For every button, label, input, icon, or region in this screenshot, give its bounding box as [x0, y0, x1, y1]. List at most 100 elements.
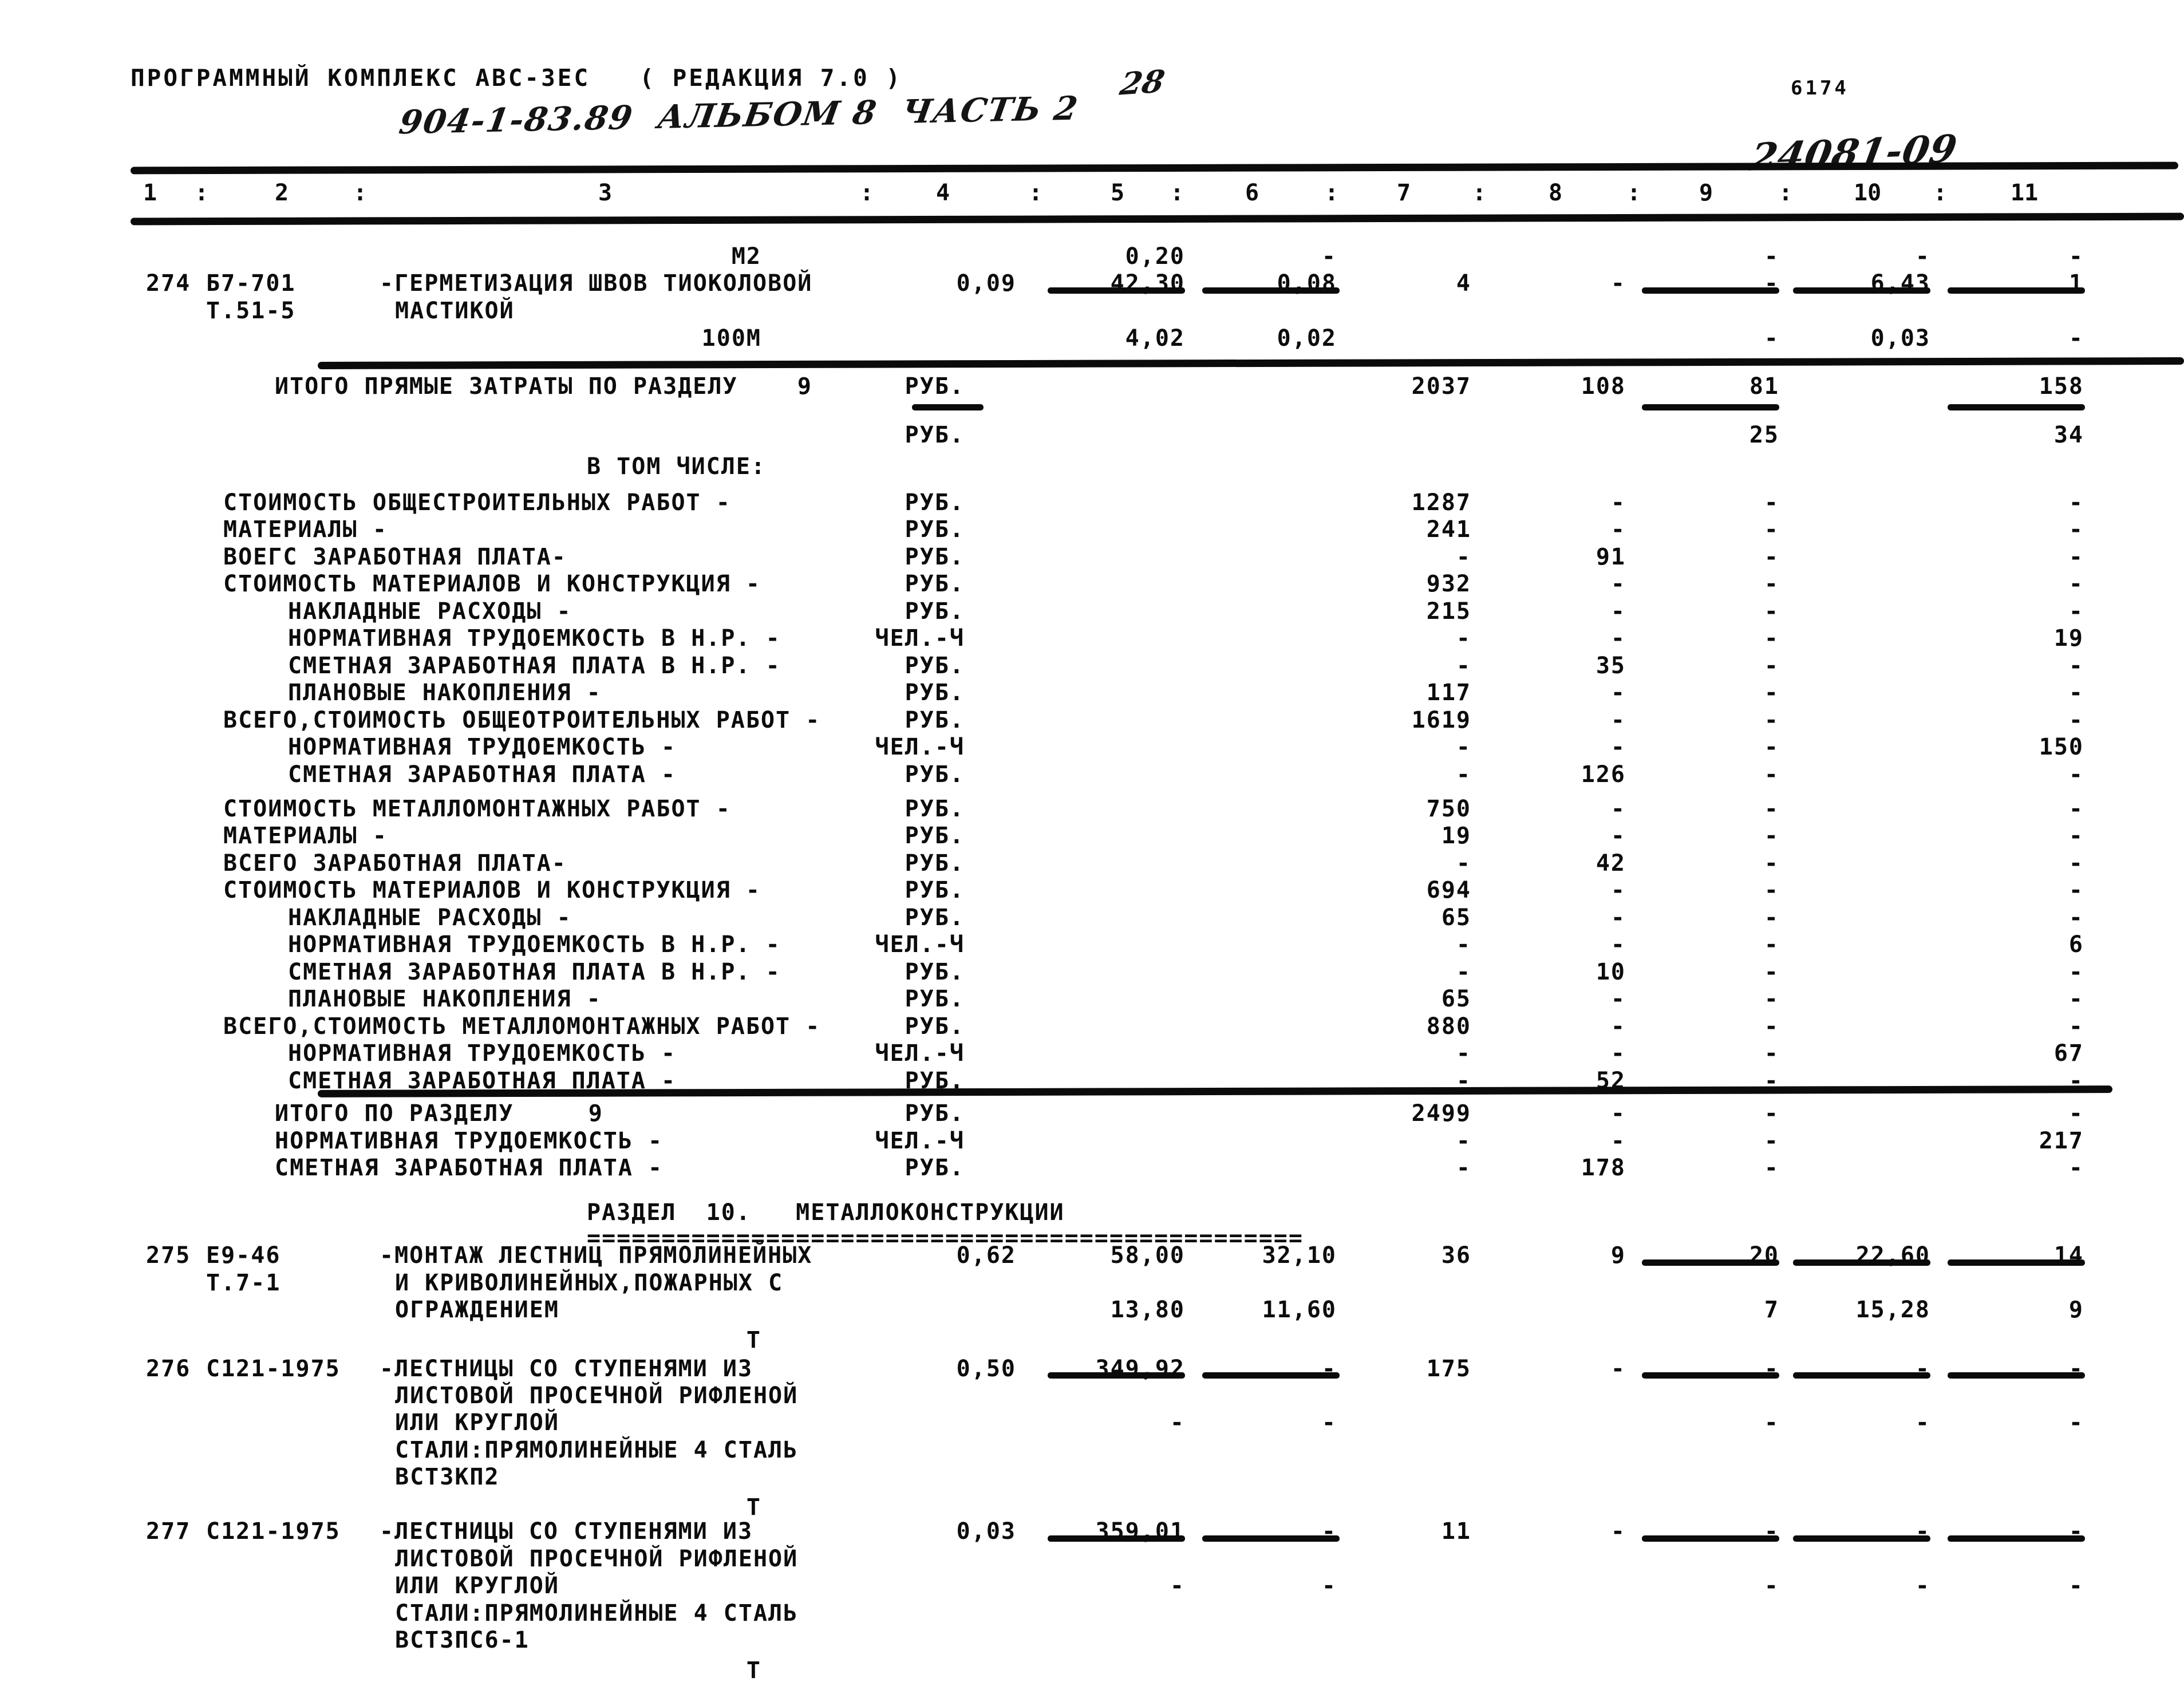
value-cell-col5: 13,80 — [1110, 1297, 1185, 1323]
cost-label-cell: НОРМАТИВНАЯ ТРУДОЕМКОСТЬ - — [288, 1040, 677, 1067]
cost-label-cell: НОРМАТИВНАЯ ТРУДОЕМКОСТЬ В Н.Р. - — [288, 625, 781, 651]
value-cell-col7: 694 — [1426, 877, 1471, 903]
section-heading: РАЗДЕЛ 10. МЕТАЛЛОКОНСТРУКЦИИ — [587, 1199, 1065, 1226]
value-cell-col9: - — [1764, 986, 1779, 1012]
value-cell-col9: - — [1764, 959, 1779, 985]
value-cell-col7: - — [1456, 761, 1471, 788]
value-cell-col5: - — [1170, 1573, 1185, 1599]
value-cell-col9: - — [1764, 325, 1779, 352]
value-cell-col8: 178 — [1581, 1155, 1626, 1181]
work-description-cell: ВСТ3ПС6-1 — [395, 1627, 530, 1653]
value-cell-col8: - — [1610, 796, 1626, 822]
value-cell-col9: - — [1764, 1100, 1779, 1127]
value-cell-col7: - — [1456, 931, 1471, 958]
value-cell-col11: 19 — [2053, 625, 2084, 651]
underline-mark — [1948, 1535, 2085, 1542]
value-cell-col11: - — [2068, 544, 2084, 570]
value-cell-col7: - — [1456, 1155, 1471, 1181]
unit-cell: РУБ. — [905, 598, 965, 625]
norm-code-cell: С121-1975 — [206, 1356, 341, 1382]
underline-mark — [1642, 1372, 1779, 1379]
value-cell-col8: - — [1610, 625, 1626, 651]
column-header: 4 — [936, 180, 950, 206]
unit-cell: РУБ. — [905, 877, 965, 903]
value-cell-col7: 175 — [1426, 1356, 1471, 1382]
unit-cell: РУБ. — [905, 1100, 965, 1127]
underline-mark — [1048, 1372, 1185, 1379]
value-cell-col8: - — [1610, 571, 1626, 597]
norm-code-cell: С121-1975 — [206, 1518, 341, 1545]
unit-cell: РУБ. — [905, 680, 965, 706]
value-cell-col11: - — [2068, 680, 2084, 706]
value-cell-col9: - — [1764, 1155, 1779, 1181]
value-cell-col9: - — [1764, 598, 1779, 625]
value-cell-col9: 25 — [1749, 422, 1779, 448]
value-cell-col9: - — [1764, 516, 1779, 543]
unit-cell: РУБ. — [905, 1013, 965, 1040]
underline-mark — [1202, 1535, 1340, 1542]
value-cell-col8: - — [1610, 823, 1626, 849]
unit-cell: РУБ. — [905, 959, 965, 985]
cost-label-cell: НОРМАТИВНАЯ ТРУДОЕМКОСТЬ В Н.Р. - — [288, 931, 781, 958]
value-cell-col9: - — [1764, 877, 1779, 903]
unit-cell: РУБ. — [905, 905, 965, 931]
value-cell-col6: 0,02 — [1277, 325, 1337, 352]
cost-label-cell: МАТЕРИАЛЫ - — [223, 516, 388, 543]
value-cell-col11: 217 — [2039, 1128, 2084, 1154]
value-cell-col7: 4 — [1456, 270, 1471, 297]
value-cell-col11: - — [2068, 707, 2084, 733]
cost-label-cell: НАКЛАДНЫЕ РАСХОДЫ - — [288, 598, 572, 625]
value-cell-col8: - — [1610, 598, 1626, 625]
work-description-cell: ВСТ3КП2 — [395, 1464, 500, 1490]
value-cell-col8: - — [1610, 986, 1626, 1012]
value-cell-col8: - — [1610, 905, 1626, 931]
item-number-cell: 274 — [146, 270, 191, 297]
value-cell-col11: - — [2068, 1100, 2084, 1127]
value-cell-col8: - — [1610, 680, 1626, 706]
column-separator: : — [195, 180, 209, 206]
value-cell-col6: 11,60 — [1262, 1297, 1337, 1323]
norm-code-cell: Т.7-1 — [206, 1270, 281, 1296]
unit-cell: РУБ. — [905, 707, 965, 733]
column-separator: : — [1325, 180, 1339, 206]
value-cell-col10: - — [1915, 1409, 1930, 1436]
value-cell-col7: - — [1456, 544, 1471, 570]
value-cell-col9: - — [1764, 707, 1779, 733]
norm-code-cell: Б7-701 — [206, 270, 296, 297]
value-cell-col9: - — [1764, 734, 1779, 760]
value-cell-col7: 215 — [1426, 598, 1471, 625]
value-cell-col8: - — [1610, 707, 1626, 733]
item-number-cell: 275 — [146, 1242, 191, 1269]
value-cell-col8: - — [1610, 877, 1626, 903]
value-cell-col7: 11 — [1441, 1518, 1471, 1545]
value-cell-col9: - — [1764, 1040, 1779, 1067]
value-cell-col5: 4,02 — [1125, 325, 1185, 352]
norm-code-cell: Е9-46 — [206, 1242, 281, 1269]
unit-cell: ЧЕЛ.-Ч — [875, 1040, 965, 1067]
unit-cell: ЧЕЛ.-Ч — [875, 931, 965, 958]
value-cell-col7: 241 — [1426, 516, 1471, 543]
value-cell-col9: - — [1764, 1013, 1779, 1040]
value-cell-col11: - — [2068, 761, 2084, 788]
value-cell-col9: - — [1764, 489, 1779, 516]
value-cell-col8: - — [1610, 1128, 1626, 1154]
value-cell-col11: - — [2068, 516, 2084, 543]
work-description-cell: -ЛЕСТНИЦЫ СО СТУПЕНЯМИ ИЗ — [380, 1518, 753, 1545]
section-separator: ========================================… — [587, 1225, 1304, 1251]
column-header: 6 — [1245, 180, 1259, 206]
underline-mark — [1642, 1535, 1779, 1542]
value-cell-col10: 0,03 — [1870, 325, 1930, 352]
value-cell-col9: - — [1764, 1573, 1779, 1599]
work-description-cell: ЛИСТОВОЙ ПРОСЕЧНОЙ РИФЛЕНОЙ — [395, 1383, 799, 1409]
underline-mark — [1948, 1259, 2085, 1266]
value-cell-col9: - — [1764, 544, 1779, 570]
value-cell-col9: - — [1764, 1409, 1779, 1436]
value-cell-col8: - — [1610, 270, 1626, 297]
value-cell-col11: - — [2068, 1573, 2084, 1599]
value-cell-col7: 1287 — [1411, 489, 1471, 516]
unit-cell: М2 — [731, 243, 761, 270]
cost-label-cell: ВСЕГО,СТОИМОСТЬ МЕТАЛЛОМОНТАЖНЫХ РАБОТ - — [223, 1013, 821, 1040]
unit-cell: Т — [746, 1494, 761, 1521]
value-cell-col7: 2499 — [1411, 1100, 1471, 1127]
value-cell-col5: - — [1170, 1409, 1185, 1436]
